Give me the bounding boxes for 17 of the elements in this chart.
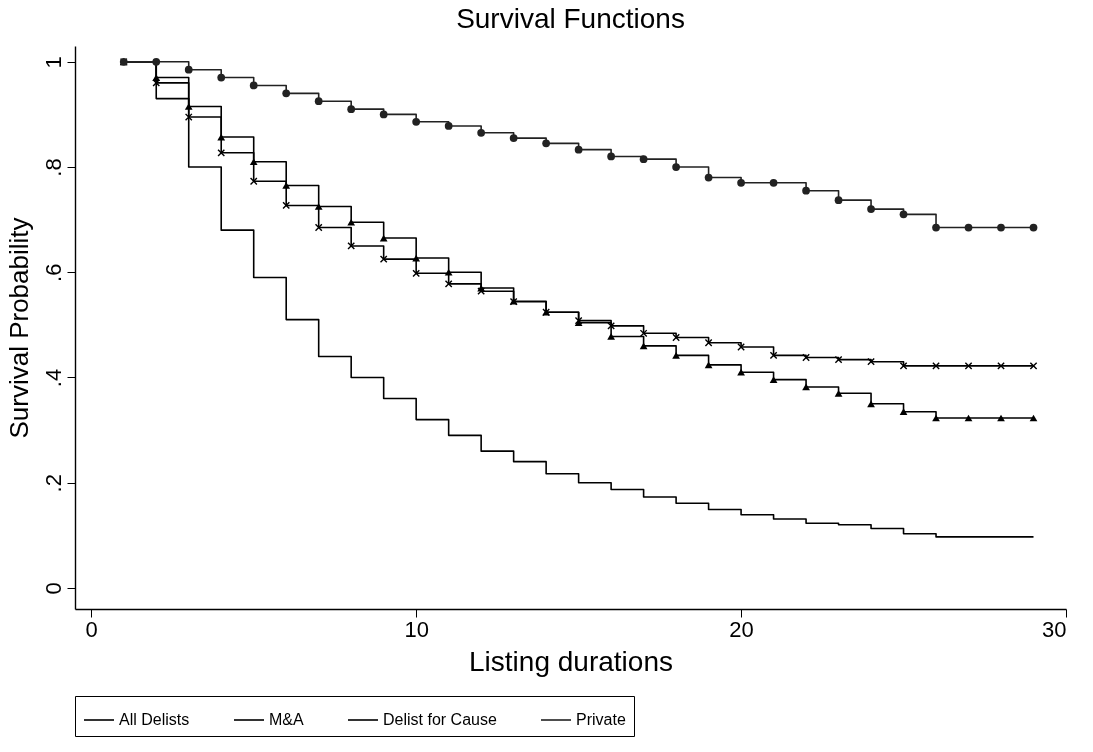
legend-label: Private (576, 711, 626, 728)
legend-label: M&A (269, 711, 304, 728)
chart-title: Survival Functions (456, 3, 685, 34)
y-axis-title: Survival Probability (3, 217, 34, 439)
legend-label: Delist for Cause (383, 711, 497, 728)
x-tick-label: 30 (1042, 616, 1067, 642)
legend-label: All Delists (119, 711, 190, 728)
y-tick-label: 0 (40, 582, 66, 595)
x-tick-label: 0 (85, 616, 98, 642)
x-tick-label: 10 (404, 616, 429, 642)
x-tick-label: 20 (729, 616, 754, 642)
y-tick-label: 1 (40, 56, 66, 69)
x-axis-title: Listing durations (469, 645, 673, 677)
y-tick-label: .8 (40, 158, 66, 177)
y-tick-label: .2 (40, 474, 66, 493)
y-tick-label: .4 (40, 368, 66, 388)
y-tick-label: .6 (40, 263, 66, 282)
